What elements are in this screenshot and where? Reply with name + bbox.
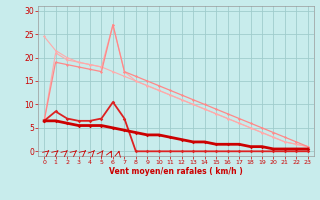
X-axis label: Vent moyen/en rafales ( km/h ): Vent moyen/en rafales ( km/h ) — [109, 167, 243, 176]
